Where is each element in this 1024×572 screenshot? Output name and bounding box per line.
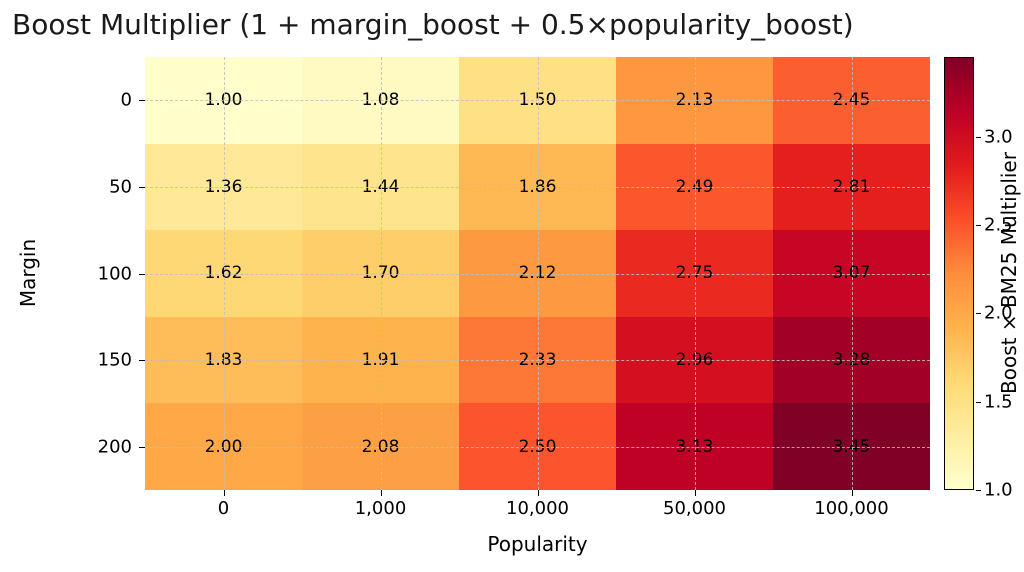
colorbar bbox=[944, 57, 974, 490]
y-tick-mark bbox=[139, 273, 145, 275]
colorbar-tick-label: 2.5 bbox=[984, 214, 1013, 236]
x-tick-mark bbox=[380, 490, 382, 496]
y-tick-label: 0 bbox=[120, 89, 132, 111]
colorbar-tick-mark bbox=[976, 313, 981, 315]
y-tick-label: 100 bbox=[97, 263, 132, 284]
x-tick-label: 1,000 bbox=[354, 498, 407, 519]
heatmap-cell-value: 2.12 bbox=[518, 263, 557, 284]
gridline-horizontal bbox=[145, 446, 930, 448]
colorbar-tick-mark bbox=[976, 224, 981, 226]
x-tick-mark bbox=[223, 490, 225, 496]
y-tick-label: 150 bbox=[97, 349, 132, 371]
y-tick-mark bbox=[139, 186, 145, 188]
y-axis-label: Margin bbox=[16, 238, 40, 308]
x-axis-label: Popularity bbox=[487, 532, 588, 556]
heatmap-plot: 1.00 1.08 1.50 2.13 2.45 1.36 1.44 1.86 2.49 2.81… bbox=[145, 57, 930, 490]
colorbar-tick-mark bbox=[976, 136, 981, 138]
x-tick-label: 0 bbox=[217, 498, 230, 519]
x-tick-mark bbox=[537, 490, 539, 496]
heatmap-cell-value: 1.70 bbox=[361, 263, 400, 284]
heatmap-cell-value: 1.62 bbox=[204, 263, 243, 284]
gridline-horizontal bbox=[145, 360, 930, 362]
colorbar-tick-label: 3.0 bbox=[984, 126, 1013, 148]
gridline-horizontal bbox=[145, 186, 930, 188]
x-tick-label: 100,000 bbox=[814, 498, 889, 519]
y-tick-mark bbox=[139, 100, 145, 102]
y-tick-label: 200 bbox=[97, 436, 132, 458]
colorbar-tick-label: 1.0 bbox=[984, 479, 1013, 501]
x-tick-mark bbox=[694, 490, 696, 496]
colorbar-tick-mark bbox=[976, 401, 981, 403]
y-tick-mark bbox=[139, 360, 145, 362]
y-tick-label: 50 bbox=[109, 176, 132, 198]
x-tick-mark bbox=[851, 490, 853, 496]
heatmap-cell-value: 2.75 bbox=[675, 263, 714, 284]
colorbar-tick-mark bbox=[976, 490, 981, 491]
heatmap-cell-value: 3.07 bbox=[832, 263, 871, 284]
x-tick-label: 50,000 bbox=[663, 498, 726, 519]
y-tick-mark bbox=[139, 446, 145, 448]
colorbar-label: Boost × BM25 Multiplier bbox=[997, 152, 1021, 394]
chart-title: Boost Multiplier (1 + margin_boost + 0.5… bbox=[12, 8, 854, 41]
gridline-horizontal bbox=[145, 273, 930, 275]
colorbar-tick-label: 1.5 bbox=[984, 391, 1013, 413]
colorbar-tick-label: 2.0 bbox=[984, 302, 1013, 324]
x-tick-label: 10,000 bbox=[506, 498, 569, 519]
gridline-horizontal bbox=[145, 100, 930, 102]
